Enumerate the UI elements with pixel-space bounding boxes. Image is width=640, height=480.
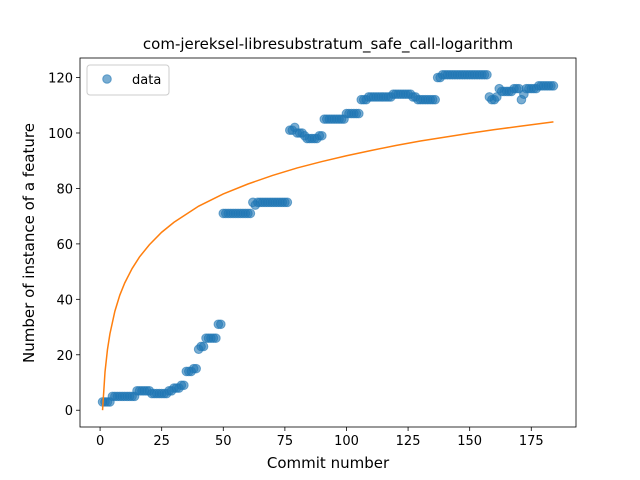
x-tick-label: 25 — [153, 434, 170, 449]
x-tick-label: 75 — [277, 434, 294, 449]
y-tick-label: 60 — [56, 238, 73, 253]
y-tick-label: 40 — [56, 293, 73, 308]
y-tick-label: 120 — [48, 72, 73, 87]
y-tick-label: 0 — [65, 404, 73, 419]
data-point — [282, 197, 293, 208]
data-point — [179, 380, 189, 391]
x-tick-label: 50 — [215, 434, 232, 449]
fit-line — [101, 121, 554, 411]
y-tick-label: 20 — [56, 349, 73, 364]
y-axis-label: Number of instance of a feature — [20, 123, 38, 363]
x-axis-label: Commit number — [267, 454, 390, 472]
legend-marker — [102, 74, 112, 84]
plot-frame — [79, 57, 577, 428]
data-point — [548, 81, 559, 91]
y-tick-label: 80 — [56, 182, 73, 197]
x-tick-label: 150 — [457, 434, 482, 449]
chart-title: com-jereksel-libresubstratum_safe_call-l… — [143, 35, 513, 54]
data-point — [198, 341, 209, 352]
data-point — [245, 208, 256, 219]
legend-box — [86, 64, 170, 96]
data-point — [482, 69, 492, 80]
data-point — [216, 319, 226, 330]
y-tick-label: 100 — [48, 127, 73, 142]
legend-label: data — [132, 73, 161, 88]
x-tick-label: 0 — [96, 434, 104, 449]
data-point — [430, 94, 440, 105]
x-tick-label: 100 — [334, 434, 359, 449]
data-point — [317, 130, 327, 141]
data-point — [211, 333, 221, 343]
x-tick-label: 125 — [396, 434, 421, 449]
data-point — [191, 363, 201, 374]
data-point — [353, 108, 364, 119]
x-tick-label: 175 — [519, 434, 544, 449]
